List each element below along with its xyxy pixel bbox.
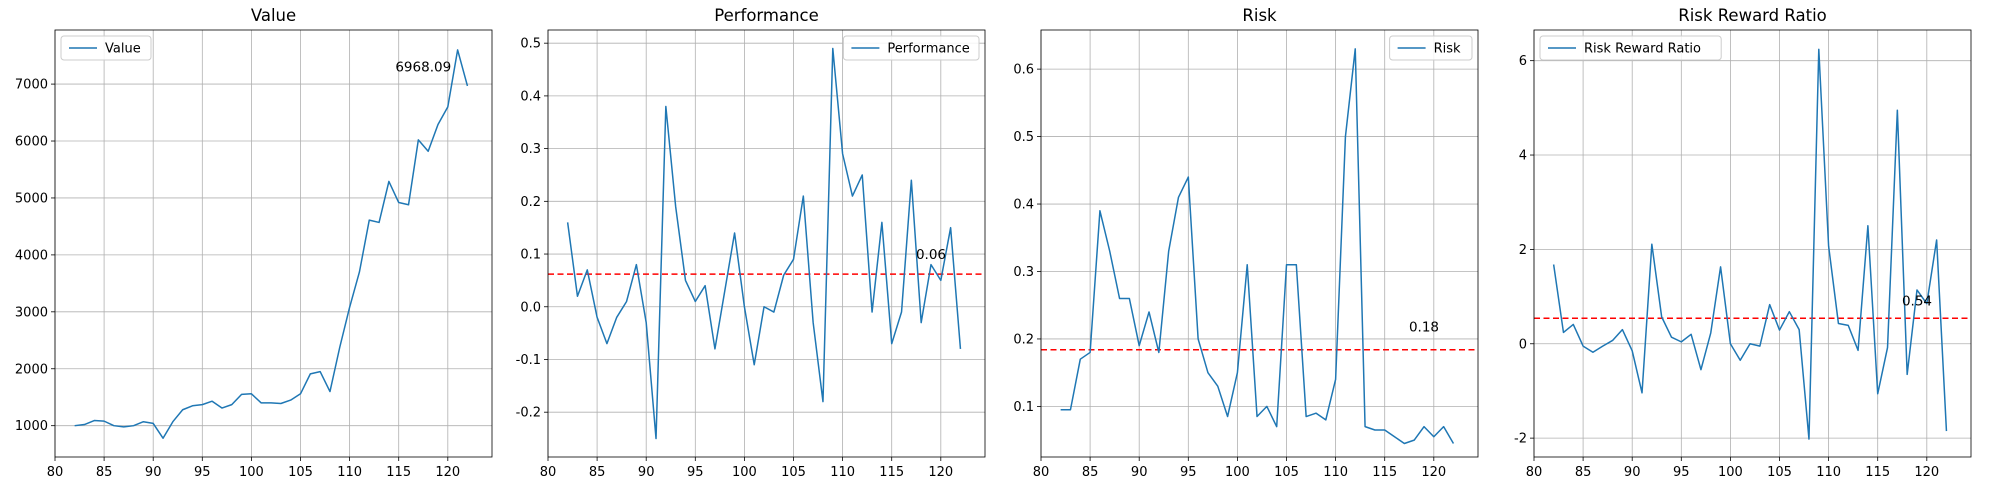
chart3-legend-label: Risk [1434,42,1461,57]
chart4-xtick-label-7: 115 [1865,465,1890,480]
chart1-ytick-label-4: 5000 [15,191,48,206]
chart4-risk-reward-ratio: Risk Reward Ratio 80 85 90 95 100 105 110 115 120… [1514,6,1972,480]
chart2-ytick-label-4: 0.2 [520,195,541,210]
chart2-ytick-label-3: 0.1 [520,248,541,263]
chart1-xtick-label-0: 80 [47,465,64,480]
chart2-legend: Performance [842,35,980,61]
chart3-xtick-label-1: 85 [1082,465,1099,480]
chart3-annotation: 0.18 [1409,319,1439,335]
chart1-annotation: 6968.09 [395,60,451,76]
chart3-xtick-label-7: 115 [1372,465,1397,480]
chart3-legend-box [1389,35,1473,61]
chart3-series-line [1060,48,1455,445]
chart2-xtick-label-4: 100 [732,465,757,480]
chart1-xtick-label-7: 115 [386,465,411,480]
chart1-ytick-label-3: 4000 [15,248,48,263]
chart4-legend-label: Risk Reward Ratio [1584,42,1701,57]
chart3-ytick-label-2: 0.3 [1013,265,1034,280]
chart4-xtick-label-5: 105 [1767,465,1792,480]
chart3-ytick-label-0: 0.1 [1013,400,1034,415]
chart2-xtick-label-5: 105 [781,465,806,480]
chart3-xtick-label-6: 110 [1323,465,1348,480]
chart2-ytick-label-2: 0.0 [520,300,541,315]
chart4-xtick-label-0: 80 [1526,465,1543,480]
chart3-axes-frame [1040,29,1479,458]
chart4-axes-frame [1533,29,1972,458]
chart2-performance: Performance 80 85 90 95 100 105 110 115 120 -0.2 -0… [516,6,986,480]
chart4-series-line [1552,48,1948,440]
chart4-annotation: 0.54 [1902,293,1932,309]
chart2-xtick-label-8: 120 [928,465,953,480]
chart3-xtick-label-8: 120 [1421,465,1446,480]
chart1-legend-label: Value [105,42,141,57]
chart2-ytick-label-0: -0.2 [516,406,541,421]
chart2-xtick-label-6: 110 [830,465,855,480]
chart3-xtick-label-2: 90 [1131,465,1148,480]
chart2-xtick-label-3: 95 [687,465,704,480]
chart1-xtick-label-5: 105 [288,465,313,480]
chart2-series-line [566,47,962,440]
chart1-xtick-label-1: 85 [96,465,113,480]
chart2-title: Performance [714,6,819,25]
chart1-axes-frame [54,29,493,458]
chart3-xtick-label-5: 105 [1274,465,1299,480]
chart1-series-line [74,49,469,439]
chart4-legend: Risk Reward Ratio [1539,35,1722,61]
chart2-legend-label: Performance [887,42,969,57]
chart2-ytick-label-6: 0.4 [520,89,541,104]
chart4-ytick-label-3: 4 [1519,149,1527,164]
chart1-xtick-label-4: 100 [239,465,264,480]
chart3-ytick-label-1: 0.2 [1013,332,1034,347]
chart1-legend-box [60,35,152,61]
chart4-xtick-label-6: 110 [1816,465,1841,480]
chart4-xtick-label-3: 95 [1673,465,1690,480]
chart1-ytick-label-0: 1000 [15,419,48,434]
chart4-xtick-label-2: 90 [1624,465,1641,480]
chart1-ytick-label-6: 7000 [15,78,48,93]
chart4-title: Risk Reward Ratio [1678,6,1827,25]
chart1-ytick-label-2: 3000 [15,305,48,320]
chart4-ytick-label-0: -2 [1514,432,1527,447]
chart4-xtick-label-8: 120 [1914,465,1939,480]
chart1-xtick-label-3: 95 [194,465,211,480]
chart2-annotation: 0.06 [916,247,946,263]
chart2-xtick-label-0: 80 [540,465,557,480]
chart2-legend-box [842,35,980,61]
chart4-ytick-label-2: 2 [1519,243,1527,258]
chart2-ytick-label-7: 0.5 [520,37,541,52]
chart3-xtick-label-4: 100 [1225,465,1250,480]
chart1-ytick-label-1: 2000 [15,362,48,377]
chart4-ytick-label-4: 6 [1519,54,1527,69]
chart1-xtick-label-2: 90 [145,465,162,480]
chart3-title: Risk [1242,6,1277,25]
chart2-ytick-label-1: -0.1 [516,353,541,368]
chart3-ytick-label-3: 0.4 [1013,198,1034,213]
chart2-axes-frame [547,29,986,458]
chart3-risk: Risk 80 85 90 95 100 105 110 115 120 0.1 0.2 0.3 0.4 0… [1013,6,1479,480]
chart2-ytick-label-5: 0.3 [520,142,541,157]
chart1-value: Value 80 85 90 95 100 105 110 115 120 1000 2000 3000… [15,6,493,480]
chart1-xtick-label-6: 110 [337,465,362,480]
chart4-legend-box [1539,35,1722,61]
chart2-xtick-label-2: 90 [638,465,655,480]
chart3-xtick-label-3: 95 [1180,465,1197,480]
chart4-ytick-label-1: 0 [1519,337,1527,352]
chart1-legend: Value [60,35,152,61]
chart2-xtick-label-7: 115 [879,465,904,480]
chart4-xtick-label-1: 85 [1575,465,1592,480]
chart3-xtick-label-0: 80 [1033,465,1050,480]
chart4-xtick-label-4: 100 [1718,465,1743,480]
chart3-legend: Risk [1389,35,1473,61]
chart1-title: Value [251,6,296,25]
chart1-xtick-label-8: 120 [435,465,460,480]
chart3-ytick-label-5: 0.6 [1013,63,1034,78]
chart3-ytick-label-4: 0.5 [1013,130,1034,145]
chart1-ytick-label-5: 6000 [15,135,48,150]
chart2-xtick-label-1: 85 [589,465,606,480]
